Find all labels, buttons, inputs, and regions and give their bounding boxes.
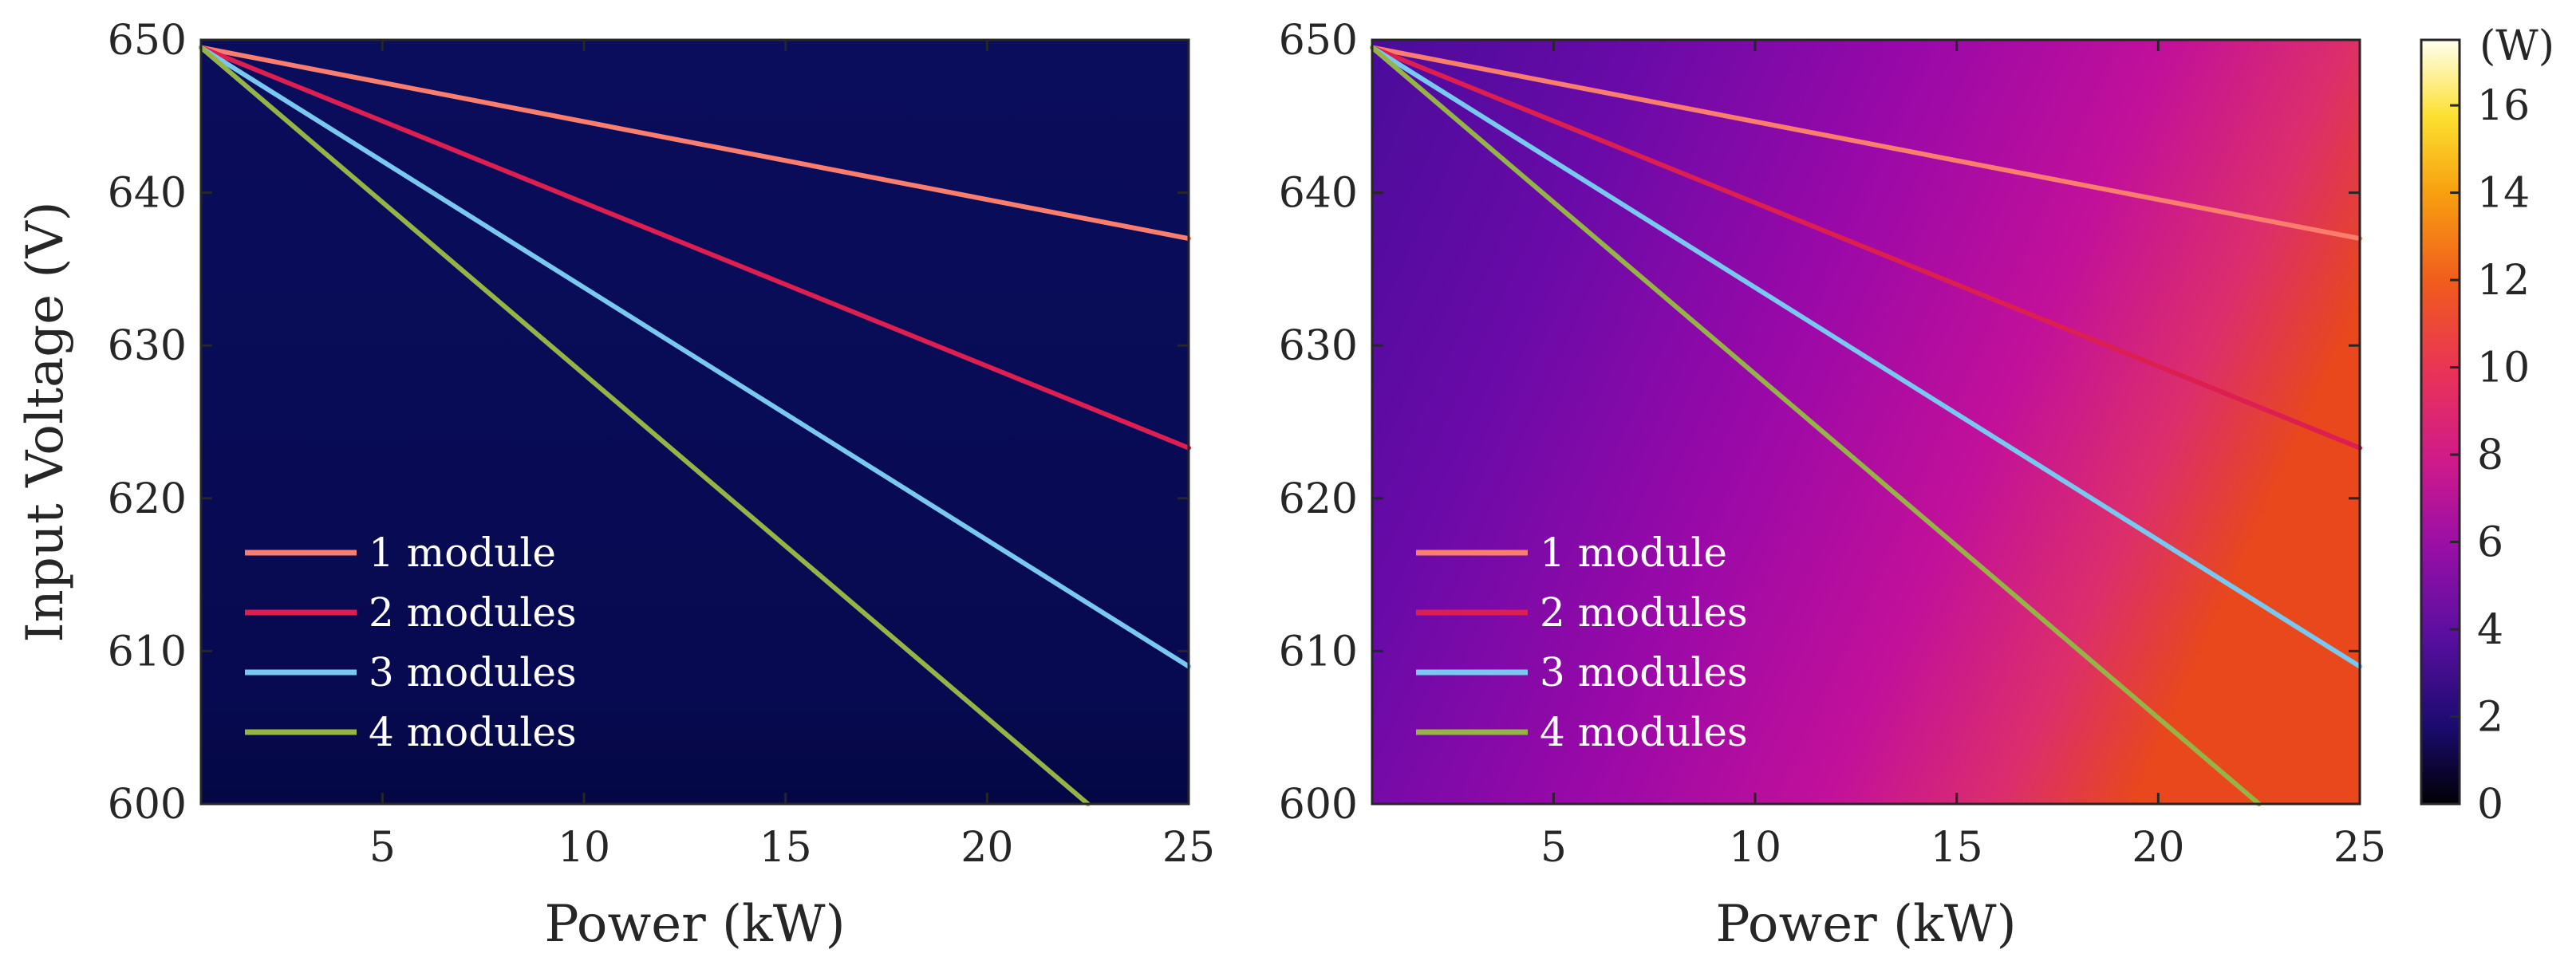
x-tick-label: 5: [369, 824, 396, 872]
axes-box: [199, 38, 1190, 806]
y-tick-label: 650: [1279, 17, 1358, 65]
x-tick-label: 10: [1729, 824, 1781, 872]
y-ticks: 600 610 620 630 640 650: [108, 17, 1189, 829]
x-tick-label: 25: [1162, 824, 1215, 872]
series-line-4: [1370, 45, 2262, 806]
x-ticks: 5 10 15 20 25: [1540, 40, 2386, 872]
x-ticks: 5 10 15 20 25: [369, 40, 1215, 872]
colorbar-tick-label: 10: [2477, 345, 2530, 392]
legend: 1 module 2 modules 3 modules 4 modules: [245, 530, 577, 755]
series-line-1: [199, 45, 1191, 242]
colorbar-gradient: [2420, 38, 2461, 806]
legend-label: 3 modules: [1540, 649, 1748, 695]
colorbar-tick-label: 4: [2477, 606, 2503, 654]
heatmap-background: [1372, 40, 2360, 804]
colorbar: 0 2 4 6 8 10 12 14 16 (W): [2420, 22, 2554, 829]
y-tick-label: 610: [1279, 628, 1358, 676]
colorbar-unit-label: (W): [2479, 22, 2554, 70]
right-panel: 5 10 15 20 25 600 610 620 630 640 650 1 module 2 m…: [1279, 17, 2386, 954]
legend: 1 module 2 modules 3 modules 4 modules: [1416, 530, 1748, 755]
y-tick-label: 630: [108, 322, 187, 370]
colorbar-tick-label: 16: [2477, 82, 2530, 130]
axes-box: [1371, 38, 2361, 806]
legend-label: 2 modules: [369, 589, 577, 636]
y-tick-label: 640: [1279, 170, 1358, 218]
x-axis-label: Power (kW): [544, 895, 845, 954]
legend-label: 1 module: [1540, 530, 1727, 576]
x-tick-label: 20: [961, 824, 1013, 872]
y-axis-label: Input Voltage (V): [16, 201, 75, 642]
legend-label: 4 modules: [1540, 709, 1748, 755]
legend-label: 1 module: [369, 530, 556, 576]
y-tick-label: 650: [108, 17, 187, 65]
legend-label: 2 modules: [1540, 589, 1748, 636]
colorbar-tick-label: 12: [2477, 257, 2530, 305]
y-ticks: 600 610 620 630 640 650: [1279, 17, 2360, 829]
colorbar-tick-label: 0: [2477, 781, 2503, 829]
x-tick-label: 10: [558, 824, 610, 872]
left-panel: 5 10 15 20 25 600 610 620 630 640 650 1 module 2 m…: [16, 17, 1215, 954]
y-tick-label: 620: [108, 475, 187, 523]
y-tick-label: 600: [1279, 781, 1358, 829]
series-line-2: [199, 45, 1191, 451]
x-tick-label: 5: [1540, 824, 1567, 872]
colorbar-tick-label: 14: [2477, 170, 2530, 218]
y-tick-label: 610: [108, 628, 187, 676]
x-tick-label: 20: [2132, 824, 2184, 872]
x-tick-label: 15: [759, 824, 812, 872]
colorbar-tick-label: 6: [2477, 519, 2503, 567]
series-line-4: [199, 45, 1091, 806]
series-line-2: [1370, 45, 2362, 451]
heatmap-background: [201, 40, 1189, 804]
series-lines: [1370, 45, 2362, 806]
legend-label: 4 modules: [369, 709, 577, 755]
colorbar-tick-label: 8: [2477, 431, 2503, 479]
series-line-1: [1370, 45, 2362, 242]
x-axis-label: Power (kW): [1715, 895, 2016, 954]
y-tick-label: 630: [1279, 322, 1358, 370]
x-tick-label: 15: [1931, 824, 1983, 872]
series-lines: [199, 45, 1191, 806]
y-tick-label: 620: [1279, 475, 1358, 523]
y-tick-label: 640: [108, 170, 187, 218]
x-tick-label: 25: [2333, 824, 2386, 872]
series-line-3: [1370, 45, 2362, 669]
legend-label: 3 modules: [369, 649, 577, 695]
series-line-3: [199, 45, 1191, 669]
colorbar-tick-label: 2: [2477, 694, 2503, 742]
y-tick-label: 600: [108, 781, 187, 829]
colorbar-ticks: 0 2 4 6 8 10 12 14 16: [2450, 82, 2530, 829]
